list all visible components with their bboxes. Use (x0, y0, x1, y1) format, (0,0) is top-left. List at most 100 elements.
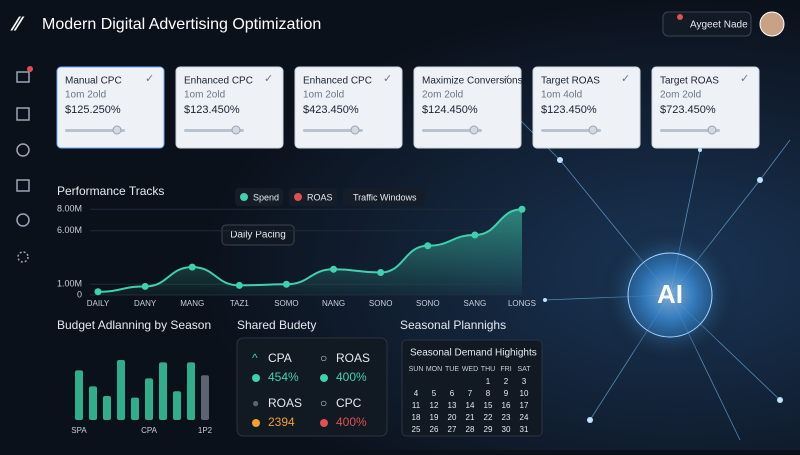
nav-icon[interactable] (17, 251, 29, 263)
calendar-day[interactable]: 29 (484, 425, 493, 434)
y-tick-label: 0 (77, 289, 82, 299)
nav-icon[interactable] (16, 213, 30, 227)
strategy-card[interactable] (175, 66, 284, 149)
legend-chip[interactable] (235, 188, 283, 206)
card-title: Enhanced CPC (303, 76, 372, 87)
slider-knob[interactable] (112, 125, 122, 135)
calendar-day[interactable]: 13 (448, 401, 457, 410)
card-subtitle: 1om 4old (541, 90, 582, 101)
calendar-day[interactable]: 10 (520, 389, 529, 398)
x-tick-label: LONGS (508, 299, 536, 308)
nav-icon[interactable] (16, 71, 30, 83)
calendar-day[interactable]: 7 (468, 389, 473, 398)
card-value: $123.450% (541, 104, 597, 116)
annotation-box (221, 224, 295, 246)
user-name: Aygeet Nade (690, 20, 748, 31)
point (471, 231, 479, 239)
x-tick-label: SONO (416, 299, 440, 308)
calendar-day[interactable]: 14 (466, 401, 475, 410)
calendar-day[interactable]: 26 (430, 425, 439, 434)
calendar-day[interactable]: 16 (502, 401, 511, 410)
calendar-day[interactable]: 20 (448, 413, 457, 422)
nav-icon[interactable] (16, 179, 30, 192)
calendar-day[interactable]: 11 (412, 401, 421, 410)
y-tick-label: 1.00M (57, 279, 82, 289)
weekday: THU (481, 366, 495, 373)
strategy-card[interactable] (294, 66, 403, 149)
slider-knob[interactable] (350, 125, 360, 135)
slider-knob[interactable] (707, 125, 717, 135)
value-dot (252, 419, 260, 427)
calendar-day[interactable]: 19 (430, 413, 439, 422)
point (94, 288, 102, 296)
bar (131, 397, 139, 420)
x-tick-label: SANG (464, 299, 487, 308)
calendar-day[interactable]: 31 (520, 425, 529, 434)
nav-icon[interactable] (16, 143, 30, 157)
card-subtitle: 2om 2old (422, 90, 463, 101)
calendar-day[interactable]: 21 (466, 413, 475, 422)
strategy-card[interactable] (532, 66, 641, 149)
notification-dot (677, 14, 683, 20)
slider-track (184, 129, 244, 132)
point (330, 265, 338, 273)
calendar-day[interactable]: 2 (504, 377, 509, 386)
calendar-day[interactable]: 3 (522, 377, 527, 386)
bar (117, 360, 125, 420)
item-value: 400% (336, 370, 367, 384)
calendar-day[interactable]: 28 (466, 425, 475, 434)
slider-knob[interactable] (588, 125, 598, 135)
legend-dot (294, 193, 302, 201)
card-subtitle: 2om 2old (660, 90, 701, 101)
calendar-day[interactable]: 24 (520, 413, 529, 422)
card-value: $124.450% (422, 104, 478, 116)
card-title: Enhanced CPC (184, 76, 253, 87)
calendar-day[interactable]: 30 (502, 425, 511, 434)
card-value: $123.450% (184, 104, 240, 116)
slider-track (65, 129, 125, 132)
calendar-day[interactable]: 9 (504, 389, 509, 398)
calendar-day[interactable]: 15 (484, 401, 493, 410)
item-label: ROAS (336, 351, 370, 365)
slider-knob[interactable] (469, 125, 479, 135)
avatar[interactable] (759, 11, 785, 37)
calendar-day[interactable]: 18 (412, 413, 421, 422)
strategy-card[interactable] (651, 66, 760, 149)
calendar-day[interactable]: 8 (486, 389, 491, 398)
x-tick-label: CPA (141, 426, 158, 435)
calendar-day[interactable]: 12 (430, 401, 439, 410)
legend-chip[interactable] (289, 188, 337, 206)
slider-track (303, 129, 363, 132)
item-icon: ^ (252, 351, 258, 365)
calendar-day[interactable]: 6 (450, 389, 455, 398)
ai-glow (600, 225, 740, 365)
user-button[interactable] (662, 11, 752, 37)
ai-sphere (627, 252, 713, 338)
nav-icon[interactable] (16, 107, 30, 121)
section-title: Budget Adlanning by Season (57, 318, 211, 332)
calendar-day[interactable]: 22 (484, 413, 493, 422)
card-value: $423.450% (303, 104, 359, 116)
strategy-card[interactable] (413, 66, 522, 149)
calendar-day[interactable]: 27 (448, 425, 457, 434)
calendar-day[interactable]: 5 (432, 389, 437, 398)
item-value: 2394 (268, 415, 295, 429)
slider-track (660, 129, 720, 132)
legend-chip[interactable] (343, 188, 425, 206)
card-check: ✓ (264, 73, 273, 85)
item-icon: ○ (320, 351, 327, 365)
nodes (543, 148, 783, 423)
calendar-day[interactable]: 25 (412, 425, 421, 434)
strategy-card[interactable] (56, 66, 165, 149)
calendar-day[interactable]: 4 (414, 389, 419, 398)
line (97, 208, 523, 293)
calendar-day[interactable]: 1 (486, 377, 491, 386)
calendar-day[interactable]: 23 (502, 413, 511, 422)
legend-label: Traffic Windows (353, 192, 417, 202)
calendar-day[interactable]: 17 (520, 401, 529, 410)
bar (145, 378, 153, 420)
shared-panel (236, 337, 388, 437)
bar (201, 375, 209, 420)
slider-knob[interactable] (231, 125, 241, 135)
